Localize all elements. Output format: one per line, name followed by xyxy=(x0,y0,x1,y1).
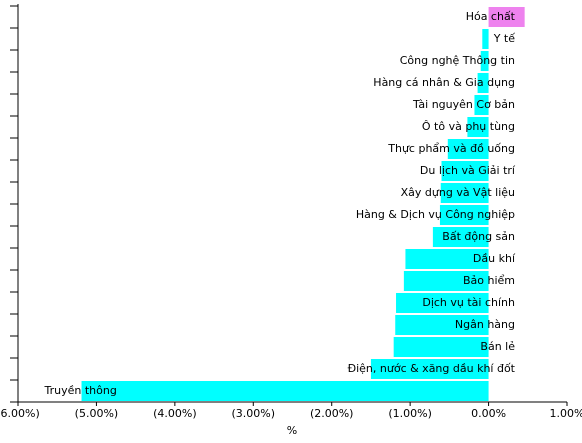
bar xyxy=(403,271,489,291)
bar-label: Xây dựng và Vật liệu xyxy=(401,186,515,199)
x-tick-label: (1.00%) xyxy=(388,407,432,420)
bar xyxy=(81,381,489,401)
x-tick-label: (6.00%) xyxy=(0,407,40,420)
bar xyxy=(439,205,489,225)
bar-label: Ngân hàng xyxy=(455,318,515,331)
bar xyxy=(474,95,489,115)
bar xyxy=(447,139,489,159)
x-axis-label: % xyxy=(287,424,297,437)
bar xyxy=(480,51,489,71)
bar xyxy=(432,227,489,247)
bar-label: Bảo hiểm xyxy=(463,274,515,287)
bar-label: Dịch vụ tài chính xyxy=(422,296,515,309)
bar-label: Bất động sản xyxy=(442,230,515,243)
x-tick-label: 1.00% xyxy=(550,407,582,420)
bar xyxy=(440,183,489,203)
bar-label: Ô tô và phụ tùng xyxy=(422,120,515,133)
bar xyxy=(396,293,489,313)
bar xyxy=(370,359,489,379)
bar xyxy=(477,73,489,93)
bar xyxy=(488,7,525,27)
bar xyxy=(482,29,489,49)
x-tick-label: (5.00%) xyxy=(75,407,119,420)
bar-label: Hàng cá nhân & Gia dụng xyxy=(373,76,515,89)
bar xyxy=(467,117,489,137)
x-tick-label: (4.00%) xyxy=(153,407,197,420)
x-tick-label: (2.00%) xyxy=(310,407,354,420)
bar-label: Công nghệ Thông tin xyxy=(400,54,515,67)
bar-label: Thực phẩm và đồ uống xyxy=(387,142,515,155)
bar-label: Bán lẻ xyxy=(480,340,515,353)
bar-label: Du lịch và Giải trí xyxy=(420,164,516,177)
bar xyxy=(393,337,489,357)
bar xyxy=(395,315,489,335)
x-tick-label: (3.00%) xyxy=(232,407,276,420)
bar xyxy=(441,161,489,181)
x-tick-label: 0.00% xyxy=(471,407,506,420)
bar-label: Dầu khí xyxy=(473,252,516,265)
bar-label: Hóa chất xyxy=(466,10,516,23)
bar-label: Hàng & Dịch vụ Công nghiệp xyxy=(356,208,515,221)
bar-label: Tài nguyên Cơ bản xyxy=(412,98,515,111)
bar-label: Truyền thông xyxy=(44,384,117,397)
bar-label: Điện, nước & xăng dầu khí đốt xyxy=(348,362,516,375)
bar-label: Y tế xyxy=(493,32,516,45)
bar xyxy=(405,249,489,269)
